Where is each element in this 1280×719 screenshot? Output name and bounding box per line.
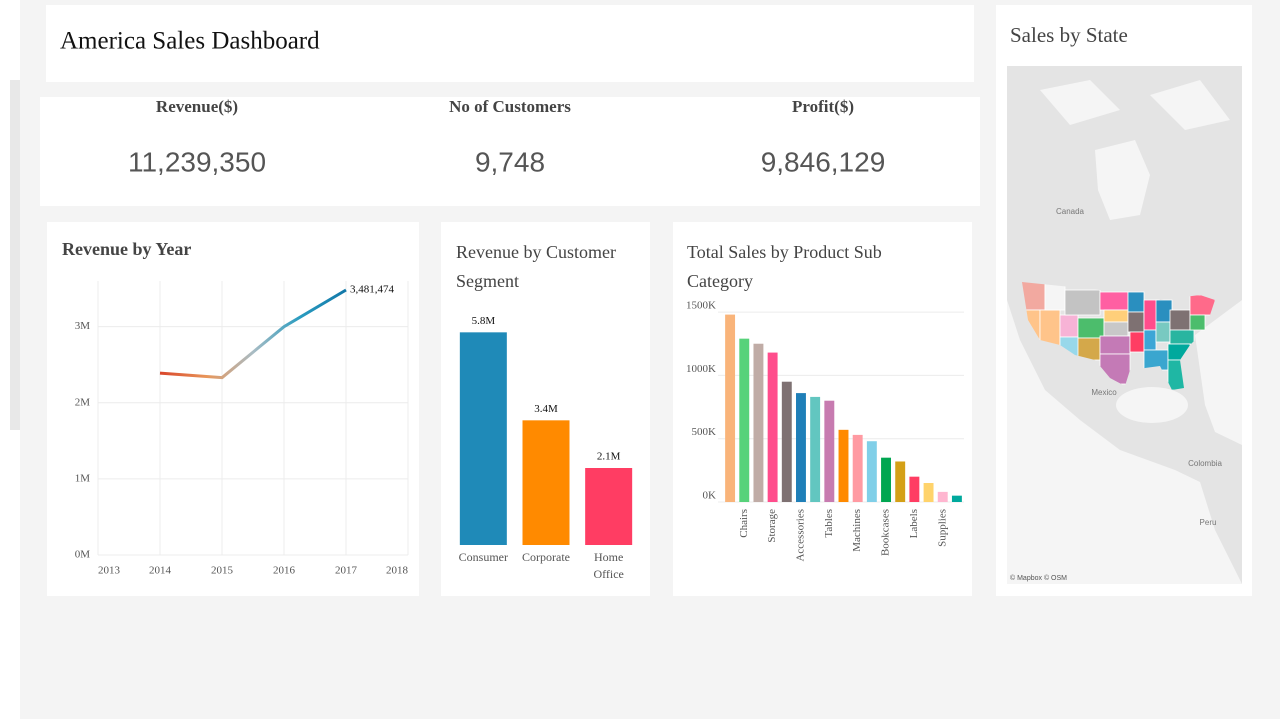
- y-tick-label: 500K: [692, 426, 717, 438]
- bar: [767, 352, 778, 502]
- x-tick-label: Consumer: [458, 550, 508, 564]
- map-label: Canada: [1056, 207, 1085, 216]
- kpi-value: 11,239,350: [128, 146, 266, 177]
- bar: [951, 495, 962, 502]
- y-tick-label: 1000K: [686, 363, 716, 375]
- bar: [781, 381, 792, 502]
- x-tick-label: Corporate: [522, 550, 570, 564]
- map[interactable]: Canada Mexico Colombia Peru © Mapbox © O…: [1007, 66, 1242, 584]
- bar: [866, 441, 877, 502]
- bar: [739, 338, 750, 502]
- x-tick-label: Machines: [851, 509, 863, 552]
- data-label: 5.8M: [472, 315, 496, 327]
- x-tick-label: 2014: [149, 565, 172, 577]
- x-tick-label: Accessories: [795, 509, 807, 562]
- kpi-label: Revenue($): [156, 97, 238, 116]
- channel: [1040, 80, 1120, 125]
- card: [47, 222, 419, 596]
- channel: [1150, 80, 1230, 130]
- data-label: 3.4M: [534, 403, 558, 415]
- y-tick-label: 3M: [75, 320, 91, 332]
- x-tick-label: Home Office: [593, 550, 624, 581]
- chart-title: Revenue by Customer Segment: [456, 242, 616, 291]
- x-tick-label: Storage: [766, 509, 778, 543]
- bar: [923, 483, 934, 502]
- x-tick-label: Tables: [823, 509, 835, 538]
- scrollbar[interactable]: [10, 80, 20, 430]
- kpi-value: 9,748: [475, 146, 545, 177]
- card: [673, 222, 972, 596]
- bar: [838, 429, 849, 502]
- x-tick-label: Chairs: [738, 509, 750, 538]
- ocean: [1195, 300, 1242, 445]
- bar: [796, 393, 806, 502]
- bar: [895, 461, 906, 502]
- chart-title: Revenue by Year: [62, 239, 191, 259]
- y-tick-label: 1M: [75, 472, 91, 484]
- bar: [909, 476, 920, 502]
- title-card: [46, 5, 974, 82]
- y-tick-label: 1500K: [686, 300, 716, 312]
- map-title: Sales by State: [1010, 23, 1128, 47]
- kpi-label: Profit($): [792, 97, 854, 116]
- x-tick-label: Bookcases: [880, 509, 892, 556]
- bar: [881, 457, 891, 502]
- map-credit: © Mapbox © OSM: [1010, 574, 1067, 582]
- x-tick-label: 2016: [273, 565, 296, 577]
- bay: [1095, 140, 1150, 220]
- y-tick-label: 2M: [75, 396, 91, 408]
- ocean: [1007, 300, 1242, 584]
- x-tick-label: Labels: [908, 509, 920, 538]
- bar: [937, 491, 948, 502]
- x-tick-label: 2017: [335, 565, 358, 577]
- bar: [585, 468, 633, 545]
- line: [159, 288, 347, 380]
- kpi-value: 9,846,129: [761, 146, 886, 177]
- data-label: 3,481,474: [350, 284, 395, 296]
- y-tick-label: 0M: [75, 549, 91, 561]
- dashboard-title: America Sales Dashboard: [60, 28, 320, 55]
- y-tick-label: 0K: [703, 490, 717, 502]
- x-tick-label: 2018: [386, 565, 409, 577]
- x-tick-label: 2015: [211, 565, 234, 577]
- data-label: 2.1M: [597, 451, 621, 463]
- kpi-label: No of Customers: [449, 97, 571, 116]
- map-label: Colombia: [1188, 459, 1222, 468]
- map-label: Peru: [1200, 518, 1217, 527]
- chart-title: Total Sales by Product Sub Category: [687, 242, 882, 291]
- gulf: [1116, 387, 1188, 423]
- bar: [852, 434, 863, 502]
- x-tick-label: 2013: [98, 565, 121, 577]
- map-label: Mexico: [1091, 388, 1117, 397]
- bar: [810, 396, 821, 502]
- bar: [725, 314, 736, 502]
- kpi-card: [40, 97, 980, 206]
- bar: [522, 420, 570, 545]
- bar: [753, 343, 764, 502]
- bar: [459, 332, 507, 545]
- x-tick-label: Supplies: [936, 509, 948, 547]
- bar: [824, 400, 835, 502]
